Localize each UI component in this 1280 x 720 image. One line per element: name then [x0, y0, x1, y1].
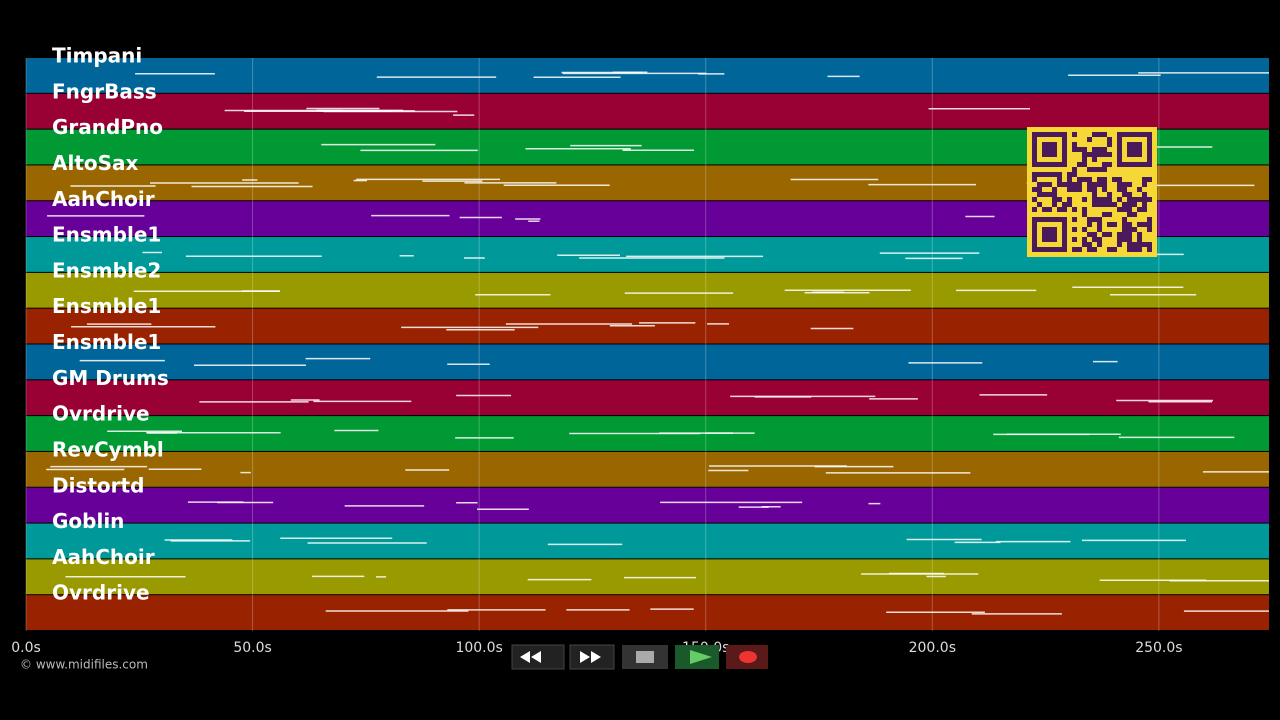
- x-tick-label: 250.0s: [1135, 640, 1182, 656]
- track-band: [26, 272, 1269, 308]
- track-label: Ensmble1: [52, 294, 161, 318]
- track-band: [26, 380, 1269, 416]
- track-band: [26, 559, 1269, 595]
- track-band: [26, 595, 1269, 630]
- rewind-button[interactable]: [511, 644, 565, 670]
- x-tick-label: 200.0s: [909, 640, 956, 656]
- track-label: AahChoir: [52, 545, 155, 569]
- track-label: Ovrdrive: [52, 402, 150, 426]
- stop-button[interactable]: [622, 645, 668, 669]
- x-tick-label: 0.0s: [11, 640, 41, 656]
- track-band: [26, 58, 1269, 93]
- track-band: [26, 93, 1269, 129]
- track-label: FngrBass: [52, 79, 157, 103]
- track-label: GrandPno: [52, 115, 163, 139]
- copyright: © www.midifiles.com: [20, 658, 148, 672]
- track-label: Ensmble1: [52, 330, 161, 354]
- track-band: [26, 487, 1269, 523]
- track-label: Distortd: [52, 473, 144, 497]
- track-label: Ensmble1: [52, 223, 161, 247]
- track-label: Goblin: [52, 509, 124, 533]
- track-label: Timpani: [52, 44, 142, 68]
- x-tick-label: 100.0s: [455, 640, 502, 656]
- track-label: AltoSax: [52, 151, 139, 175]
- track-band: [26, 344, 1269, 380]
- play-button[interactable]: [675, 645, 719, 669]
- playback-controls: [511, 644, 768, 670]
- qr-code: [1027, 127, 1157, 257]
- track-label: AahChoir: [52, 187, 155, 211]
- x-tick-label: 50.0s: [233, 640, 271, 656]
- record-button[interactable]: [726, 645, 768, 669]
- track-band: [26, 451, 1269, 487]
- track-label: RevCymbl: [52, 437, 164, 461]
- fast-forward-button[interactable]: [569, 644, 615, 670]
- track-label: GM Drums: [52, 366, 169, 390]
- track-label: Ovrdrive: [52, 581, 150, 605]
- track-label: Ensmble2: [52, 258, 161, 282]
